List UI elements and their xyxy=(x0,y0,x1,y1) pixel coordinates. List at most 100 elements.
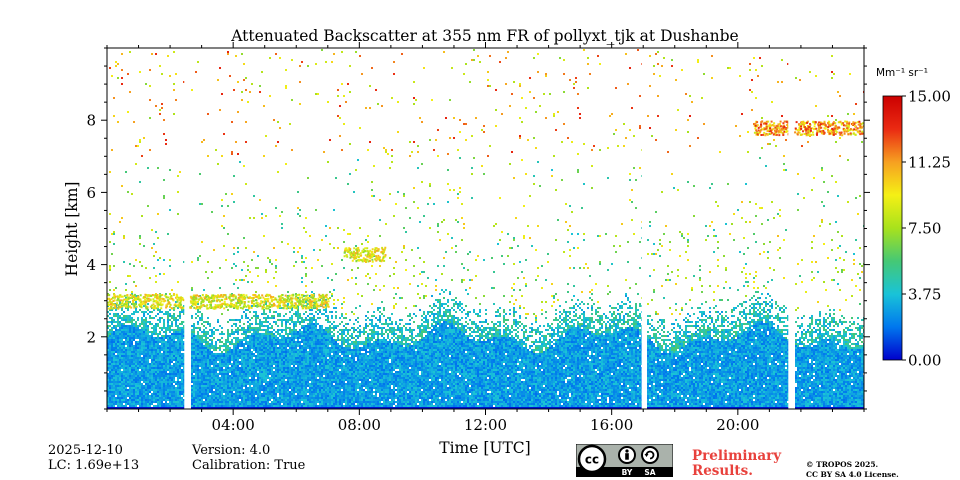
backscatter-cells xyxy=(445,91,864,119)
data-gap xyxy=(788,48,794,409)
backscatter-cells xyxy=(111,131,861,308)
x-axis-label: Time [UTC] xyxy=(439,439,530,457)
backscatter-cells xyxy=(155,123,831,310)
backscatter-cells xyxy=(223,201,633,229)
backscatter-cells xyxy=(163,107,579,135)
backscatter-cells xyxy=(163,179,765,313)
backscatter-cells xyxy=(183,197,864,337)
backscatter-cells xyxy=(113,327,857,407)
backscatter-cells xyxy=(109,173,861,308)
backscatter-cells xyxy=(149,73,577,109)
backscatter-cells xyxy=(144,81,862,310)
backscatter-cells xyxy=(316,124,759,308)
backscatter-cells xyxy=(237,221,651,249)
backscatter-cells xyxy=(301,301,304,303)
y-axis: 2 4 6 8 xyxy=(86,47,870,410)
backscatter-cells xyxy=(169,55,852,310)
backscatter-cells xyxy=(831,127,834,130)
backscatter-cells xyxy=(137,59,862,299)
backscatter-cells xyxy=(128,128,839,308)
backscatter-cells xyxy=(495,89,497,91)
copyright-line2: CC BY SA 4.0 License. xyxy=(806,470,899,479)
backscatter-cells xyxy=(277,295,280,298)
backscatter-cells xyxy=(577,321,579,323)
backscatter-cells xyxy=(107,55,772,305)
backscatter-cells xyxy=(117,117,849,309)
by-label: BY xyxy=(622,468,633,477)
backscatter-cells xyxy=(127,71,759,157)
backscatter-cells xyxy=(223,107,772,135)
x-tick-label: 12:00 xyxy=(464,416,507,434)
backscatter-cells xyxy=(601,315,603,317)
backscatter-cells xyxy=(269,309,271,311)
copyright-line1: © TROPOS 2025. xyxy=(806,460,879,469)
backscatter-cells xyxy=(273,93,780,133)
backscatter-cells xyxy=(110,129,799,309)
backscatter-cells xyxy=(243,197,857,239)
backscatter-cells xyxy=(215,57,850,308)
backscatter-cells xyxy=(113,61,781,309)
colorbar-unit: Mm⁻¹ sr⁻¹ xyxy=(876,67,928,79)
x-tick-label: 20:00 xyxy=(716,416,759,434)
backscatter-cells xyxy=(163,93,763,124)
backscatter-cells xyxy=(202,97,703,307)
backscatter-cells xyxy=(393,73,531,79)
backscatter-cells xyxy=(343,181,825,293)
backscatter-cells xyxy=(433,123,861,151)
backscatter-cells xyxy=(168,134,761,308)
backscatter-cells xyxy=(231,127,845,155)
backscatter-cells xyxy=(169,169,469,255)
backscatter-cells xyxy=(333,221,747,249)
backscatter-cells xyxy=(109,61,815,305)
backscatter-cells xyxy=(775,133,778,136)
backscatter-cells xyxy=(194,77,823,308)
backscatter-cells xyxy=(133,265,135,267)
backscatter-cells xyxy=(126,126,850,307)
backscatter-cells xyxy=(109,59,783,308)
x-axis: 04:00 08:00 12:00 16:00 20:00 xyxy=(106,42,865,434)
backscatter-cells xyxy=(119,161,803,351)
backscatter-cells xyxy=(131,193,823,310)
backscatter-cells xyxy=(763,128,766,131)
backscatter-cells xyxy=(158,122,864,307)
version-label: Version: 4.0 xyxy=(192,443,271,458)
backscatter-cells xyxy=(137,73,855,305)
backscatter-cells xyxy=(181,75,831,304)
backscatter-cells xyxy=(127,131,776,305)
backscatter-cells xyxy=(118,57,774,313)
backscatter-cells xyxy=(239,215,695,303)
backscatter-cells xyxy=(764,124,774,137)
backscatter-cells xyxy=(109,325,864,407)
backscatter-cells xyxy=(808,125,811,128)
y-tick-label: 8 xyxy=(86,112,96,130)
backscatter-cells xyxy=(271,237,685,265)
backscatter-cells xyxy=(107,71,823,309)
backscatter-cells xyxy=(134,69,579,301)
colorbar-tick-label: 0.00 xyxy=(908,352,941,370)
backscatter-cells xyxy=(141,61,825,157)
backscatter-cells xyxy=(311,300,313,303)
backscatter-cells xyxy=(201,128,785,296)
backscatter-cells xyxy=(139,243,228,299)
backscatter-cells xyxy=(199,173,701,309)
backscatter-cells xyxy=(139,61,777,309)
backscatter-cells xyxy=(135,131,777,147)
backscatter-cells xyxy=(533,313,535,315)
backscatter-cells xyxy=(395,277,815,305)
backscatter-cells xyxy=(161,69,820,311)
backscatter-cells xyxy=(120,128,830,302)
backscatter-cells xyxy=(108,55,843,300)
backscatter-cells xyxy=(765,120,777,132)
backscatter-cells xyxy=(505,329,507,331)
backscatter-cells xyxy=(754,122,763,131)
backscatter-cells xyxy=(115,303,859,407)
y-tick-label: 6 xyxy=(86,184,96,202)
backscatter-cells xyxy=(159,61,853,310)
backscatter-cells xyxy=(395,161,841,331)
backscatter-cells xyxy=(107,55,850,309)
copyright-notice: © TROPOS 2025. CC BY SA 4.0 License. xyxy=(806,460,899,480)
backscatter-cells xyxy=(833,130,835,133)
backscatter-cells xyxy=(533,97,862,132)
backscatter-cells xyxy=(114,115,862,309)
backscatter-cells xyxy=(124,131,812,307)
